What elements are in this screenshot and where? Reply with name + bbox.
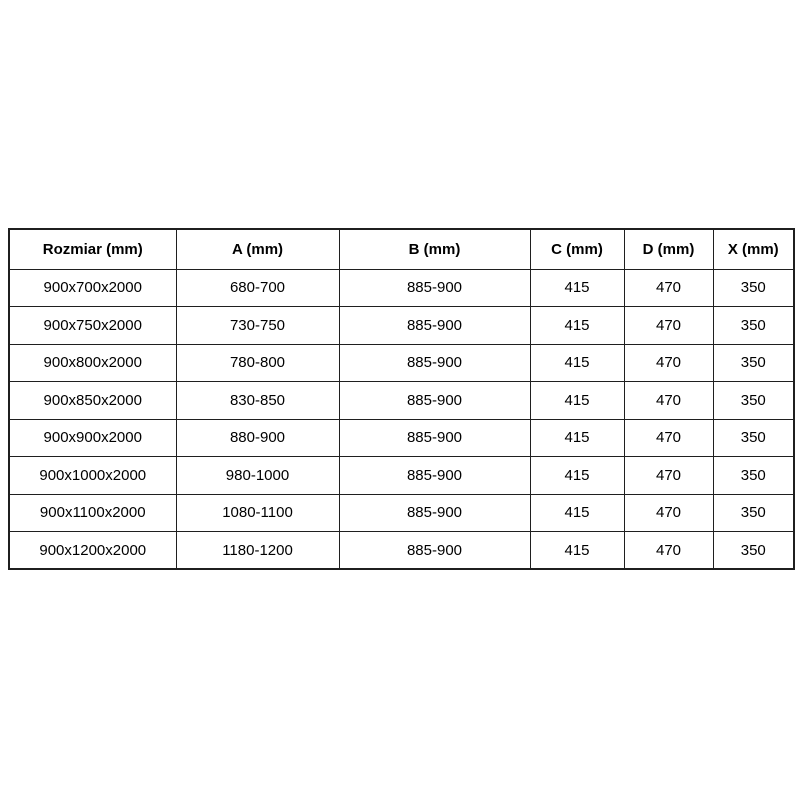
table-cell: 900x800x2000 [8, 343, 177, 382]
table-cell: 980-1000 [175, 456, 340, 495]
table-cell: 780-800 [175, 343, 340, 382]
table-cell: 900x850x2000 [8, 381, 177, 420]
table-cell: 470 [623, 343, 714, 382]
header-cell: C (mm) [529, 228, 625, 270]
table-cell: 350 [712, 493, 795, 532]
table-cell: 415 [529, 343, 625, 382]
table-row: 900x800x2000 780-800 885-900 415 470 350 [8, 343, 795, 382]
table-cell: 350 [712, 531, 795, 570]
table-row: 900x1200x2000 1180-1200 885-900 415 470 350 [8, 531, 795, 570]
table-cell: 885-900 [338, 456, 531, 495]
table-cell: 880-900 [175, 418, 340, 457]
table-cell: 470 [623, 418, 714, 457]
table-cell: 350 [712, 268, 795, 307]
table-cell: 350 [712, 343, 795, 382]
header-cell: X (mm) [712, 228, 795, 270]
table-row: 900x1100x2000 1080-1100 885-900 415 470 350 [8, 493, 795, 532]
table-cell: 1080-1100 [175, 493, 340, 532]
table-cell: 415 [529, 531, 625, 570]
table-cell: 1180-1200 [175, 531, 340, 570]
table-cell: 885-900 [338, 268, 531, 307]
header-cell: A (mm) [175, 228, 340, 270]
table-cell: 470 [623, 268, 714, 307]
header-cell: B (mm) [338, 228, 531, 270]
table-cell: 885-900 [338, 418, 531, 457]
header-cell: Rozmiar (mm) [8, 228, 177, 270]
table-cell: 350 [712, 456, 795, 495]
table-cell: 885-900 [338, 493, 531, 532]
table-cell: 470 [623, 531, 714, 570]
table-row: 900x1000x2000 980-1000 885-900 415 470 350 [8, 456, 795, 495]
table-cell: 900x750x2000 [8, 306, 177, 345]
table-cell: 415 [529, 418, 625, 457]
table-body: 900x700x2000 680-700 885-900 415 470 350 900x7… [8, 268, 795, 570]
table-row: 900x750x2000 730-750 885-900 415 470 350 [8, 306, 795, 345]
table-row: 900x700x2000 680-700 885-900 415 470 350 [8, 268, 795, 307]
table-cell: 900x1000x2000 [8, 456, 177, 495]
table-cell: 830-850 [175, 381, 340, 420]
table-cell: 900x1200x2000 [8, 531, 177, 570]
table-cell: 415 [529, 493, 625, 532]
table-cell: 350 [712, 306, 795, 345]
table-cell: 415 [529, 306, 625, 345]
size-table-container: Rozmiar (mm) A (mm) B (mm) C (mm) D (mm) X (m… [8, 228, 795, 570]
table-cell: 415 [529, 381, 625, 420]
table-cell: 350 [712, 381, 795, 420]
table-cell: 900x1100x2000 [8, 493, 177, 532]
table-cell: 730-750 [175, 306, 340, 345]
table-cell: 885-900 [338, 343, 531, 382]
table-row: 900x850x2000 830-850 885-900 415 470 350 [8, 381, 795, 420]
header-cell: D (mm) [623, 228, 714, 270]
table-row: 900x900x2000 880-900 885-900 415 470 350 [8, 418, 795, 457]
table-cell: 470 [623, 306, 714, 345]
table-cell: 900x700x2000 [8, 268, 177, 307]
table-cell: 470 [623, 381, 714, 420]
size-table: Rozmiar (mm) A (mm) B (mm) C (mm) D (mm) X (m… [8, 228, 795, 570]
table-cell: 885-900 [338, 306, 531, 345]
table-cell: 900x900x2000 [8, 418, 177, 457]
table-cell: 885-900 [338, 531, 531, 570]
table-cell: 885-900 [338, 381, 531, 420]
table-cell: 415 [529, 456, 625, 495]
table-cell: 470 [623, 493, 714, 532]
table-cell: 350 [712, 418, 795, 457]
table-cell: 470 [623, 456, 714, 495]
table-cell: 415 [529, 268, 625, 307]
table-cell: 680-700 [175, 268, 340, 307]
header-row: Rozmiar (mm) A (mm) B (mm) C (mm) D (mm) X (m… [8, 228, 795, 270]
